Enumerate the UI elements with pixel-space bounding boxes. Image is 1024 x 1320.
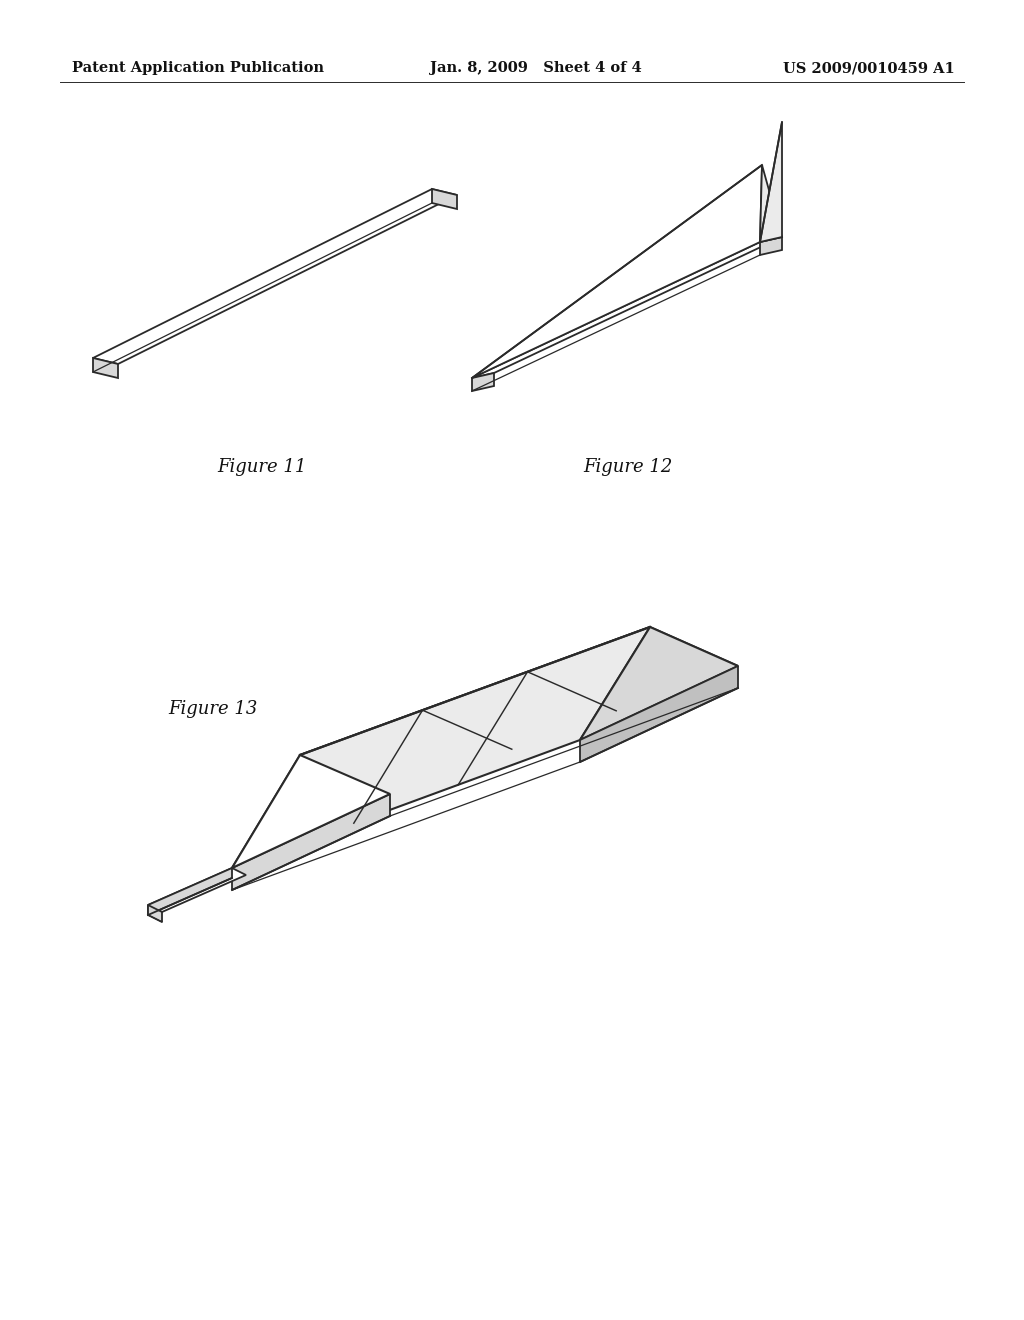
Polygon shape [432,189,457,209]
Polygon shape [472,374,494,391]
Polygon shape [760,238,782,255]
Polygon shape [472,238,782,378]
Polygon shape [760,121,782,242]
Polygon shape [93,358,118,378]
Text: Jan. 8, 2009   Sheet 4 of 4: Jan. 8, 2009 Sheet 4 of 4 [430,61,642,75]
Polygon shape [580,627,738,741]
Text: Patent Application Publication: Patent Application Publication [72,61,324,75]
Polygon shape [148,906,162,921]
Polygon shape [232,795,390,890]
Polygon shape [300,627,738,795]
Polygon shape [760,165,782,242]
Text: Figure 13: Figure 13 [168,700,257,718]
Text: Figure 12: Figure 12 [584,458,673,477]
Polygon shape [580,667,738,762]
Polygon shape [232,755,390,869]
Polygon shape [148,869,232,915]
Text: US 2009/0010459 A1: US 2009/0010459 A1 [783,61,955,75]
Polygon shape [232,627,650,869]
Polygon shape [148,869,246,912]
Polygon shape [472,165,762,378]
Polygon shape [93,189,457,364]
Text: Figure 11: Figure 11 [217,458,306,477]
